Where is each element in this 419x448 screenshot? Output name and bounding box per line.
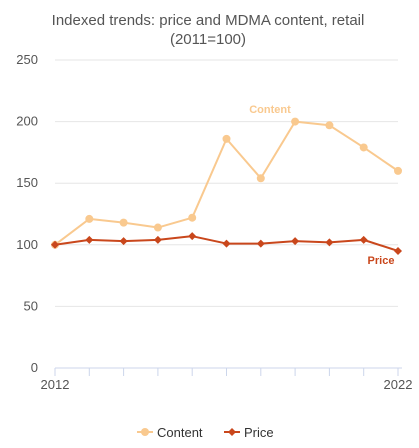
data-point-price[interactable]: [222, 239, 231, 248]
y-tick-label: 200: [16, 114, 38, 129]
y-tick-label: 50: [24, 298, 38, 313]
series-layer: [51, 117, 402, 255]
data-point-price[interactable]: [325, 238, 334, 247]
data-point-content[interactable]: [325, 121, 334, 130]
series-label-content: Content: [249, 104, 291, 116]
x-tick-label: 2022: [384, 377, 413, 392]
x-axis: 2012 2022: [41, 367, 413, 392]
y-tick-label: 150: [16, 175, 38, 190]
legend-item-content[interactable]: Content: [137, 425, 203, 440]
chart-subtitle: (2011=100): [170, 31, 246, 48]
data-point-price[interactable]: [188, 232, 197, 241]
y-tick-label: 100: [16, 237, 38, 252]
y-tick-label: 0: [31, 360, 38, 375]
legend-item-price[interactable]: Price: [224, 425, 274, 440]
data-point-content[interactable]: [188, 213, 197, 222]
x-tick-label: 2012: [41, 377, 70, 392]
data-point-content[interactable]: [222, 134, 231, 143]
y-tick-label: 250: [16, 52, 38, 67]
series-label-price: Price: [368, 255, 395, 267]
data-point-content[interactable]: [394, 166, 402, 175]
data-point-content[interactable]: [256, 174, 265, 183]
data-point-price[interactable]: [359, 235, 368, 244]
data-point-price[interactable]: [51, 240, 59, 249]
data-point-price[interactable]: [153, 235, 162, 244]
data-point-price[interactable]: [119, 237, 128, 246]
legend-label-content: Content: [157, 425, 203, 440]
data-point-content[interactable]: [85, 214, 94, 223]
data-point-content[interactable]: [153, 223, 162, 232]
legend-label-price: Price: [244, 425, 274, 440]
chart-title: Indexed trends: price and MDMA content, …: [52, 12, 365, 29]
y-axis: 0 50 100 150 200 250: [16, 52, 38, 375]
data-point-price[interactable]: [85, 235, 94, 244]
data-point-content[interactable]: [119, 218, 128, 227]
legend[interactable]: Content Price: [137, 425, 274, 440]
data-point-content[interactable]: [291, 117, 300, 126]
data-point-price[interactable]: [291, 237, 300, 246]
legend-marker-content: [141, 428, 149, 436]
legend-marker-price: [228, 428, 236, 436]
grid: [55, 59, 398, 307]
data-point-content[interactable]: [359, 143, 368, 152]
data-point-price[interactable]: [256, 239, 265, 248]
series-labels: Content Price: [249, 104, 394, 267]
data-point-price[interactable]: [394, 246, 402, 255]
